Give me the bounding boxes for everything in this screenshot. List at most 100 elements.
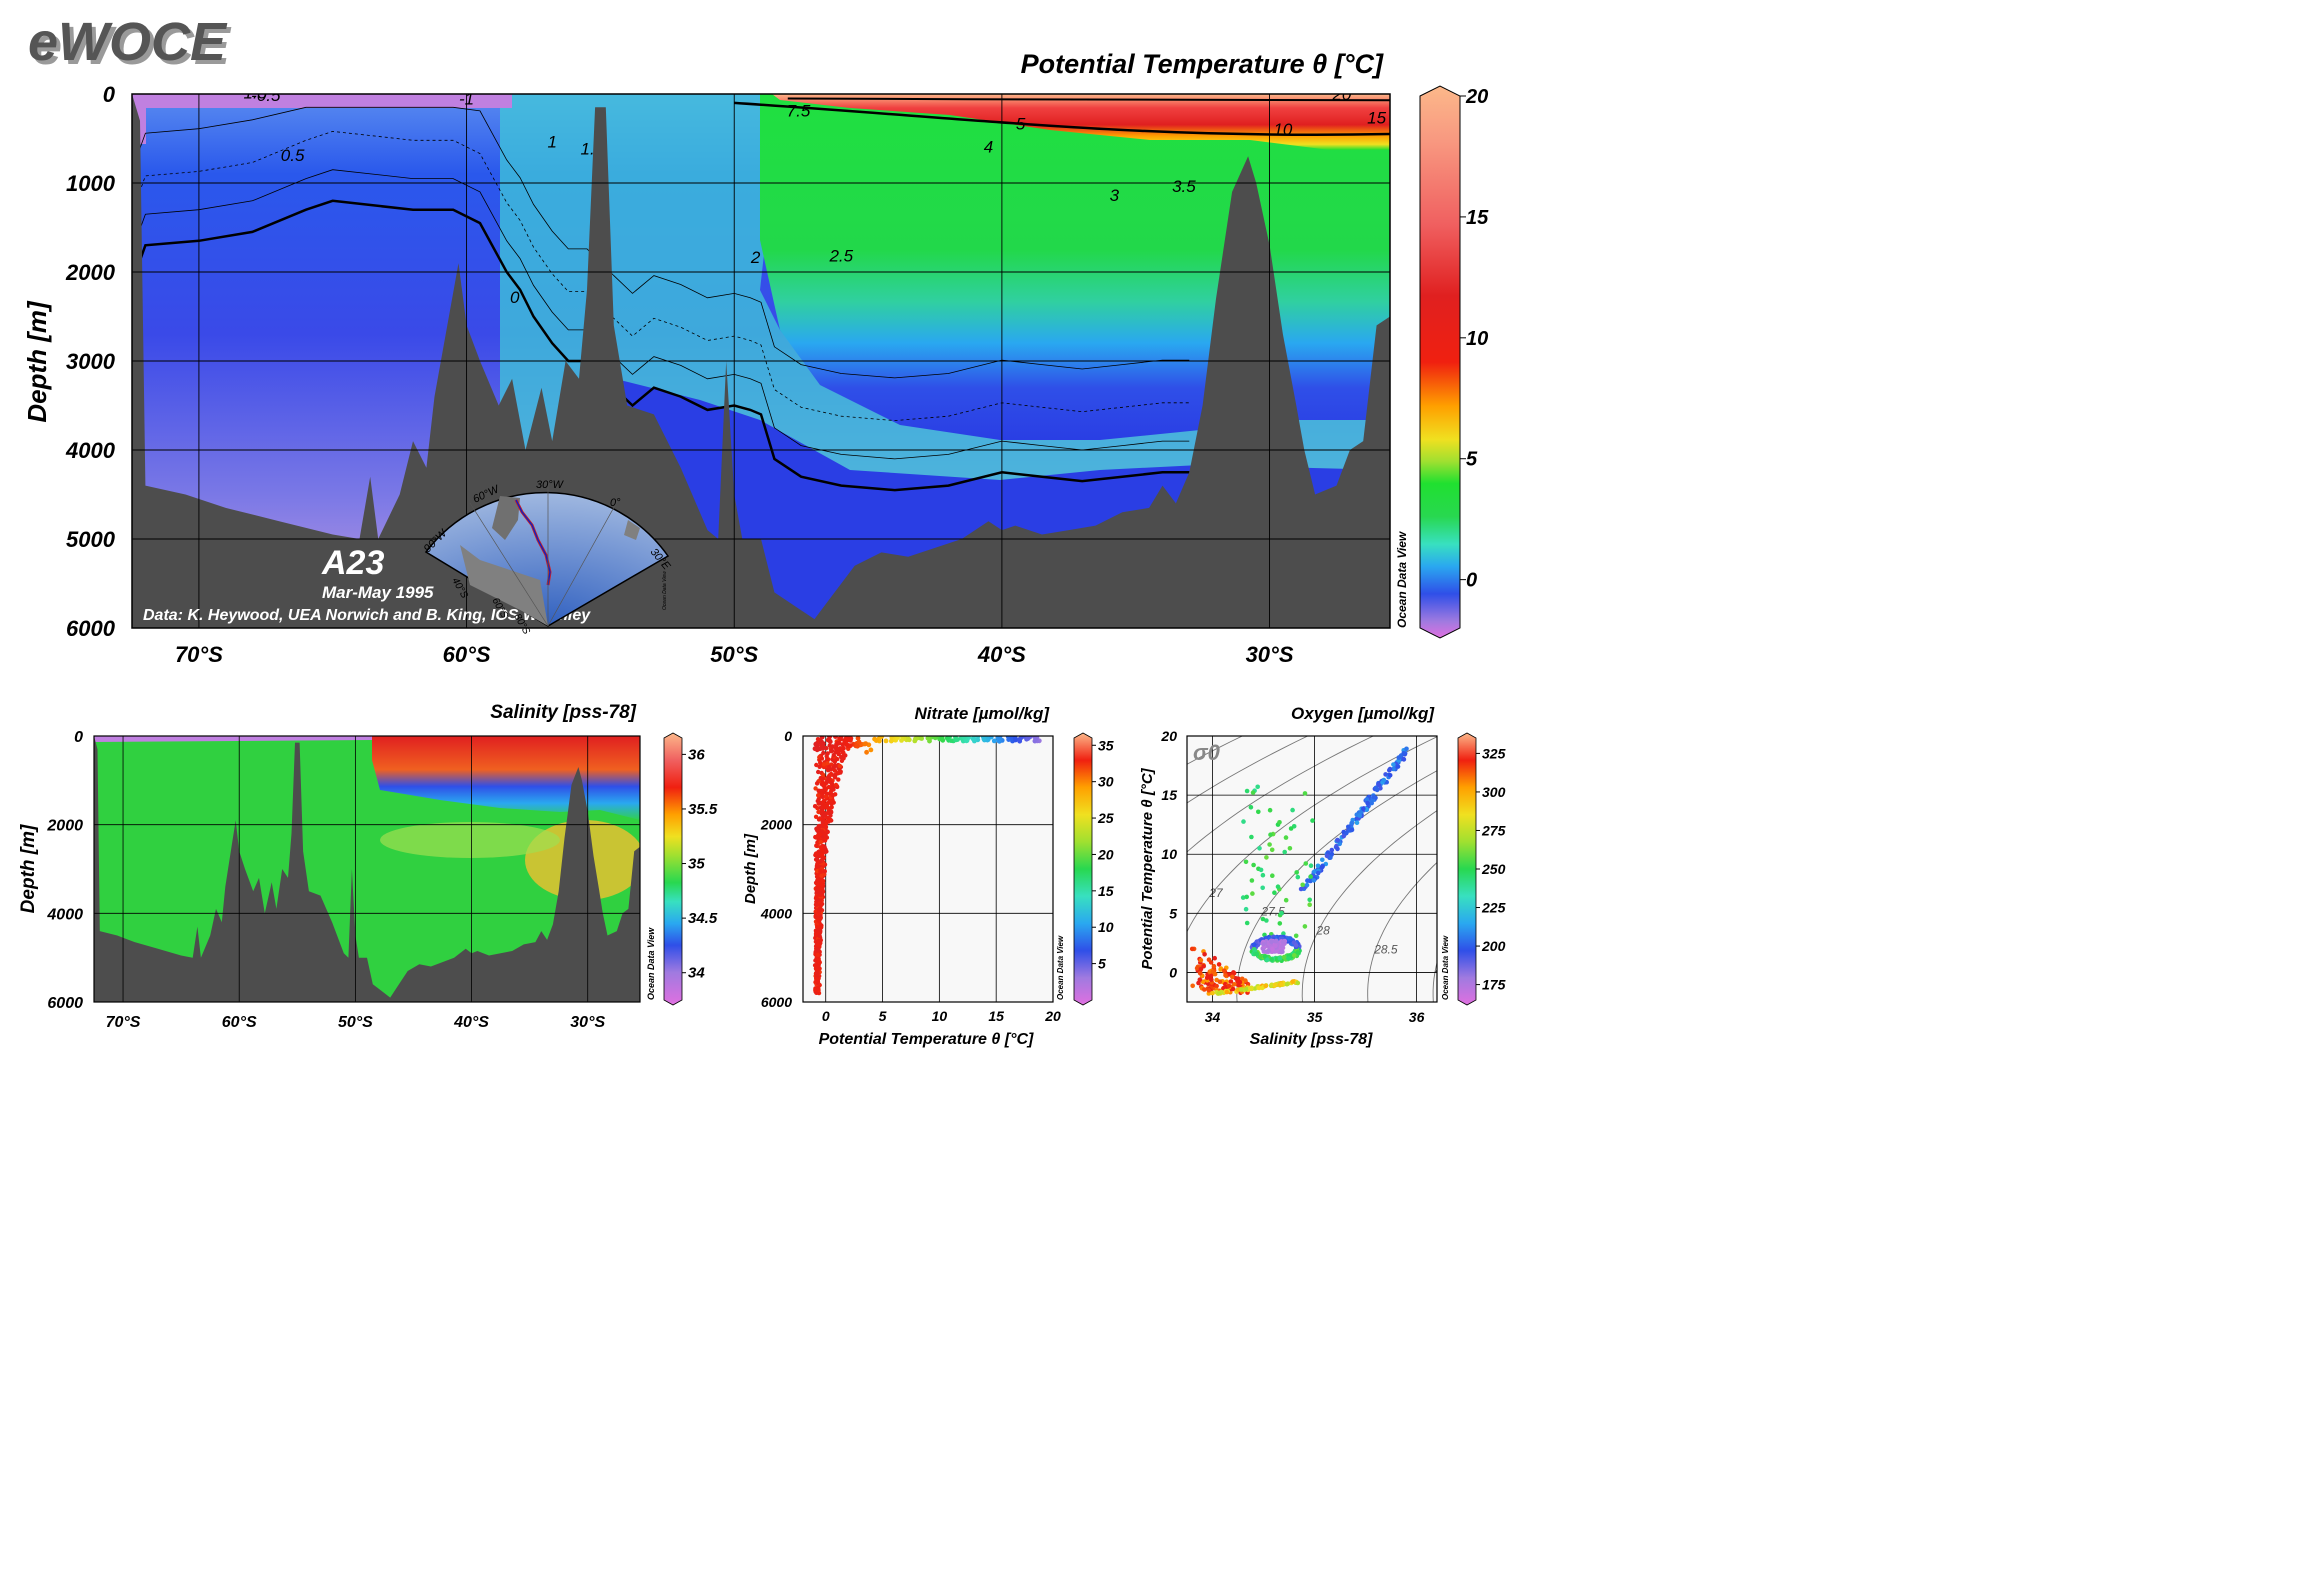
isopycnal-label: 28 <box>1315 924 1330 938</box>
oxygen-point <box>1249 834 1254 840</box>
oxygen-point <box>1251 942 1257 948</box>
nitrate-colorbar-tick-label: 35 <box>1098 737 1114 753</box>
section-name: A23 <box>321 544 384 582</box>
nitrate-surface-point <box>856 739 862 745</box>
salinity-x-tick-label: 60°S <box>222 1014 257 1031</box>
nitrate-surface-point <box>827 739 833 745</box>
oxygen-colorbar-credit: Ocean Data View <box>1441 935 1450 1000</box>
oxygen-point <box>1374 787 1380 793</box>
oxygen-point <box>1206 991 1212 996</box>
nitrate-point <box>814 902 819 907</box>
nitrate-x-ticks: 0 5 10 15 20 <box>822 1008 1061 1024</box>
inset-meridian <box>547 499 619 627</box>
oxygen-point <box>1303 861 1309 866</box>
oxygen-point <box>1243 906 1249 912</box>
oxygen-point <box>1204 975 1210 980</box>
oxygen-point <box>1335 837 1340 843</box>
oxygen-point <box>1329 851 1335 857</box>
nitrate-point <box>828 789 834 794</box>
oxygen-point <box>1254 951 1260 957</box>
oxygen-point <box>1324 853 1330 859</box>
nitrate-point <box>814 843 819 848</box>
salinity-x-tick-label: 30°S <box>570 1014 605 1031</box>
nitrate-surface-point <box>997 736 1003 739</box>
nitrate-surface-point <box>864 749 869 755</box>
main-bathymetry <box>132 94 1390 628</box>
main-x-ticks: 70°S 60°S 50°S 40°S 30°S <box>175 642 1294 667</box>
oxygen-point <box>1256 985 1262 991</box>
oxygen-point <box>1221 968 1227 973</box>
nitrate-surface-point <box>1017 738 1023 744</box>
oxygen-point <box>1244 788 1250 794</box>
nitrate-point <box>823 824 828 830</box>
nitrate-surface-point <box>972 738 977 744</box>
main-y-tick-label: 0 <box>103 82 116 107</box>
oxygen-point <box>1231 970 1237 976</box>
section-dates: Mar-May 1995 <box>322 583 434 602</box>
oxygen-point <box>1349 827 1355 833</box>
salinity-colorbar-bar <box>663 732 683 1006</box>
salinity-colorbar-tick-label: 35 <box>688 856 705 873</box>
contour-label: 4 <box>984 138 993 157</box>
nitrate-point <box>817 816 823 821</box>
oxygen-y-tick-label: 5 <box>1169 905 1177 921</box>
nitrate-point <box>814 781 820 786</box>
nitrate-point <box>823 804 828 809</box>
oxygen-point <box>1198 958 1204 963</box>
isopycnal-line <box>1236 770 1437 1002</box>
nitrate-point <box>839 754 844 760</box>
nitrate-point <box>827 764 832 770</box>
oxygen-point <box>1307 902 1312 907</box>
nitrate-point <box>830 786 835 791</box>
salinity-grid <box>94 736 640 1002</box>
isopycnal-line <box>1187 736 1437 933</box>
oxygen-point <box>1272 890 1277 895</box>
oxygen-point <box>1255 784 1260 790</box>
oxygen-colorbar-tick-label: 175 <box>1482 977 1506 993</box>
nitrate-background <box>803 736 1053 1002</box>
main-x-tick-label: 30°S <box>1246 642 1294 667</box>
oxygen-point <box>1202 987 1207 992</box>
oxygen-point <box>1292 953 1297 958</box>
nitrate-surface-point <box>1033 737 1038 743</box>
oxygen-point <box>1269 982 1274 988</box>
oxygen-point <box>1268 832 1273 837</box>
oxygen-point <box>1286 956 1292 961</box>
nitrate-colorbar-ticks: 5 10 15 20 25 30 35 <box>1092 737 1114 972</box>
oxygen-point <box>1315 863 1321 869</box>
nitrate-point <box>829 805 834 810</box>
oxygen-point <box>1248 805 1254 810</box>
nitrate-point <box>819 829 825 834</box>
oxygen-points <box>1189 746 1409 996</box>
contour-label: 15 <box>1367 108 1386 127</box>
oxygen-point <box>1250 790 1256 795</box>
oxygen-point <box>1287 846 1293 851</box>
salinity-x-tick-label: 40°S <box>453 1014 489 1031</box>
oxygen-point <box>1244 920 1250 926</box>
oxygen-point <box>1224 989 1230 995</box>
oxygen-point <box>1277 921 1283 926</box>
oxygen-colorbar-tick-label: 300 <box>1482 784 1506 800</box>
nitrate-point <box>816 833 822 838</box>
nitrate-colorbar-tick-label: 5 <box>1098 956 1106 972</box>
oxygen-point <box>1290 807 1295 813</box>
nitrate-points <box>812 736 1042 996</box>
nitrate-surface-point <box>975 736 981 739</box>
nitrate-y-ticks: 0 2000 4000 6000 <box>760 728 792 1010</box>
nitrate-point <box>829 781 835 786</box>
salinity-x-tick-label: 50°S <box>338 1014 373 1031</box>
oxygen-x-tick-label: 36 <box>1409 1009 1425 1025</box>
nitrate-point <box>814 863 820 869</box>
nitrate-point <box>815 877 821 883</box>
oxygen-point <box>1210 969 1215 974</box>
salinity-mid-core <box>380 822 560 858</box>
isopycnal-label: 26.5 <box>1159 867 1184 881</box>
oxygen-colorbar-bar <box>1457 732 1477 1006</box>
nitrate-point <box>816 823 822 829</box>
nitrate-surface-point <box>821 741 826 746</box>
oxygen-point <box>1283 897 1289 903</box>
nitrate-surface-point <box>899 738 904 743</box>
oxygen-point <box>1269 847 1275 853</box>
oxygen-point <box>1293 933 1299 939</box>
